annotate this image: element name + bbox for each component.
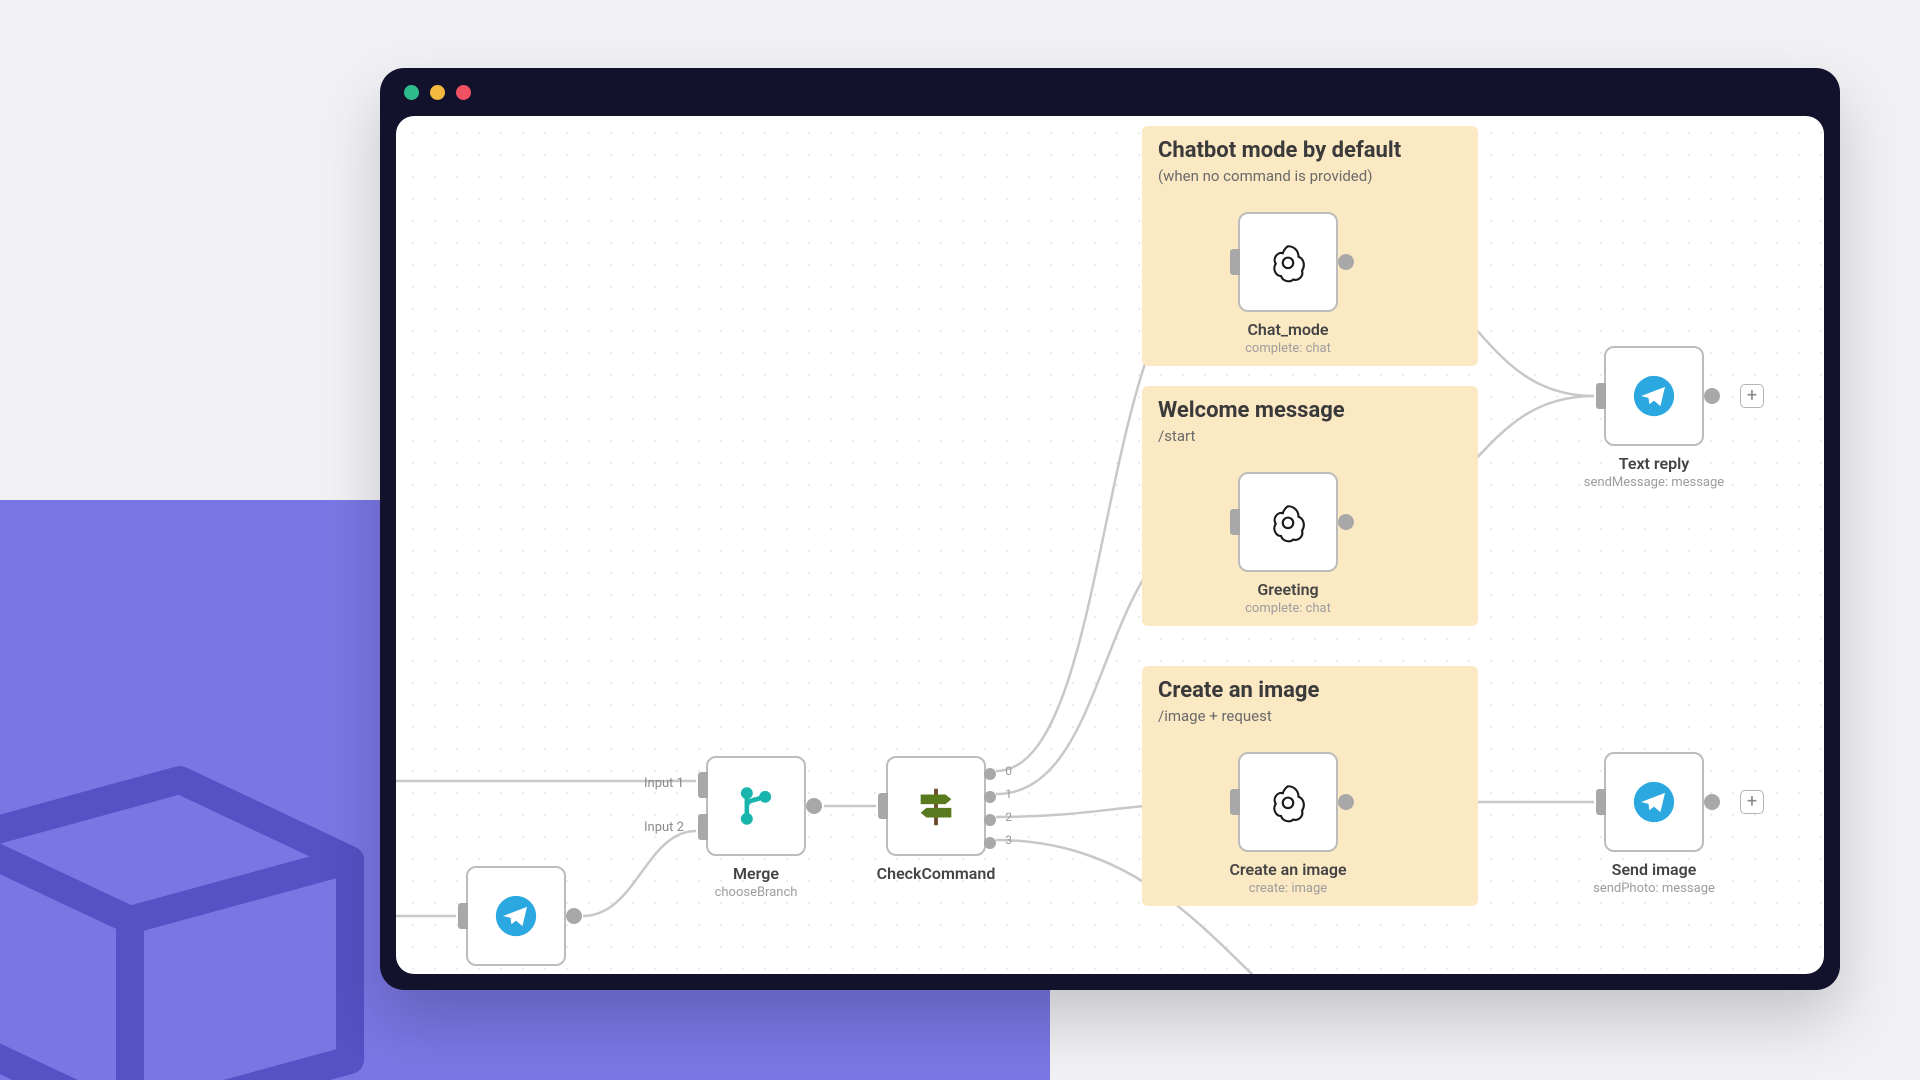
workflow-canvas[interactable]: Chatbot mode by default (when no command… — [396, 116, 1824, 974]
port-in[interactable] — [878, 793, 888, 819]
group-title: Welcome message — [1158, 398, 1462, 423]
traffic-light-minimize-icon[interactable] — [430, 85, 445, 100]
signpost-icon — [913, 783, 959, 829]
node-send-image[interactable]: Send image sendPhoto: message — [1604, 752, 1704, 852]
port-in[interactable] — [458, 903, 468, 929]
node-sublabel: chooseBranch — [715, 885, 798, 900]
window-titlebar — [380, 68, 1840, 116]
add-node-button[interactable]: + — [1740, 790, 1764, 814]
port-in-2[interactable] — [698, 814, 708, 840]
port-out-2[interactable] — [984, 814, 996, 826]
node-label: CheckCommand — [877, 864, 996, 883]
group-title: Chatbot mode by default — [1158, 138, 1462, 163]
add-node-button[interactable]: + — [1740, 384, 1764, 408]
port-out[interactable] — [806, 798, 822, 814]
port-in-1[interactable] — [698, 772, 708, 798]
group-subtitle: /image + request — [1158, 707, 1462, 725]
node-sublabel: complete: chat — [1245, 601, 1331, 616]
port-in[interactable] — [1596, 789, 1606, 815]
port-out-3[interactable] — [984, 837, 996, 849]
node-check-command[interactable]: 0 1 2 3 CheckCommand — [886, 756, 986, 856]
port-in[interactable] — [1230, 509, 1240, 535]
port-out[interactable] — [1704, 388, 1720, 404]
node-chat-mode[interactable]: Chat_mode complete: chat — [1238, 212, 1338, 312]
node-sublabel: complete: chat — [1245, 341, 1331, 356]
background-cube-shape — [0, 720, 420, 1080]
openai-icon — [1267, 501, 1309, 543]
node-sublabel: sendPhoto: message — [1593, 881, 1715, 896]
port-out-0[interactable] — [984, 768, 996, 780]
node-text-reply[interactable]: Text reply sendMessage: message — [1604, 346, 1704, 446]
openai-icon — [1267, 781, 1309, 823]
telegram-icon — [494, 894, 538, 938]
openai-icon — [1267, 241, 1309, 283]
group-title: Create an image — [1158, 678, 1462, 703]
node-label: Text reply — [1584, 454, 1724, 473]
branch-icon — [734, 784, 778, 828]
port-out[interactable] — [1338, 514, 1354, 530]
port-out[interactable] — [1338, 794, 1354, 810]
port-out-1[interactable] — [984, 791, 996, 803]
input-label-1: Input 1 — [644, 776, 684, 791]
port-out[interactable] — [566, 908, 582, 924]
node-merge[interactable]: Input 1 Input 2 Merge chooseBranch — [706, 756, 806, 856]
telegram-icon — [1632, 780, 1676, 824]
port-label-0: 0 — [1005, 764, 1012, 778]
node-telegram-trigger[interactable] — [466, 866, 566, 966]
port-out[interactable] — [1704, 794, 1720, 810]
traffic-light-zoom-icon[interactable] — [456, 85, 471, 100]
port-in[interactable] — [1230, 789, 1240, 815]
node-label: Merge — [715, 864, 798, 883]
port-label-1: 1 — [1005, 787, 1012, 801]
node-label: Create an image — [1229, 860, 1346, 879]
port-label-3: 3 — [1005, 833, 1012, 847]
node-create-image[interactable]: Create an image create: image — [1238, 752, 1338, 852]
port-out[interactable] — [1338, 254, 1354, 270]
node-label: Greeting — [1245, 580, 1331, 599]
group-subtitle: (when no command is provided) — [1158, 167, 1462, 185]
node-sublabel: create: image — [1229, 881, 1346, 896]
app-window: Chatbot mode by default (when no command… — [380, 68, 1840, 990]
node-greeting[interactable]: Greeting complete: chat — [1238, 472, 1338, 572]
port-in[interactable] — [1230, 249, 1240, 275]
port-label-2: 2 — [1005, 810, 1012, 824]
node-label: Send image — [1593, 860, 1715, 879]
traffic-light-close-icon[interactable] — [404, 85, 419, 100]
node-sublabel: sendMessage: message — [1584, 475, 1724, 490]
node-label: Chat_mode — [1245, 320, 1331, 339]
input-label-2: Input 2 — [644, 820, 684, 835]
telegram-icon — [1632, 374, 1676, 418]
port-in[interactable] — [1596, 383, 1606, 409]
group-subtitle: /start — [1158, 427, 1462, 445]
